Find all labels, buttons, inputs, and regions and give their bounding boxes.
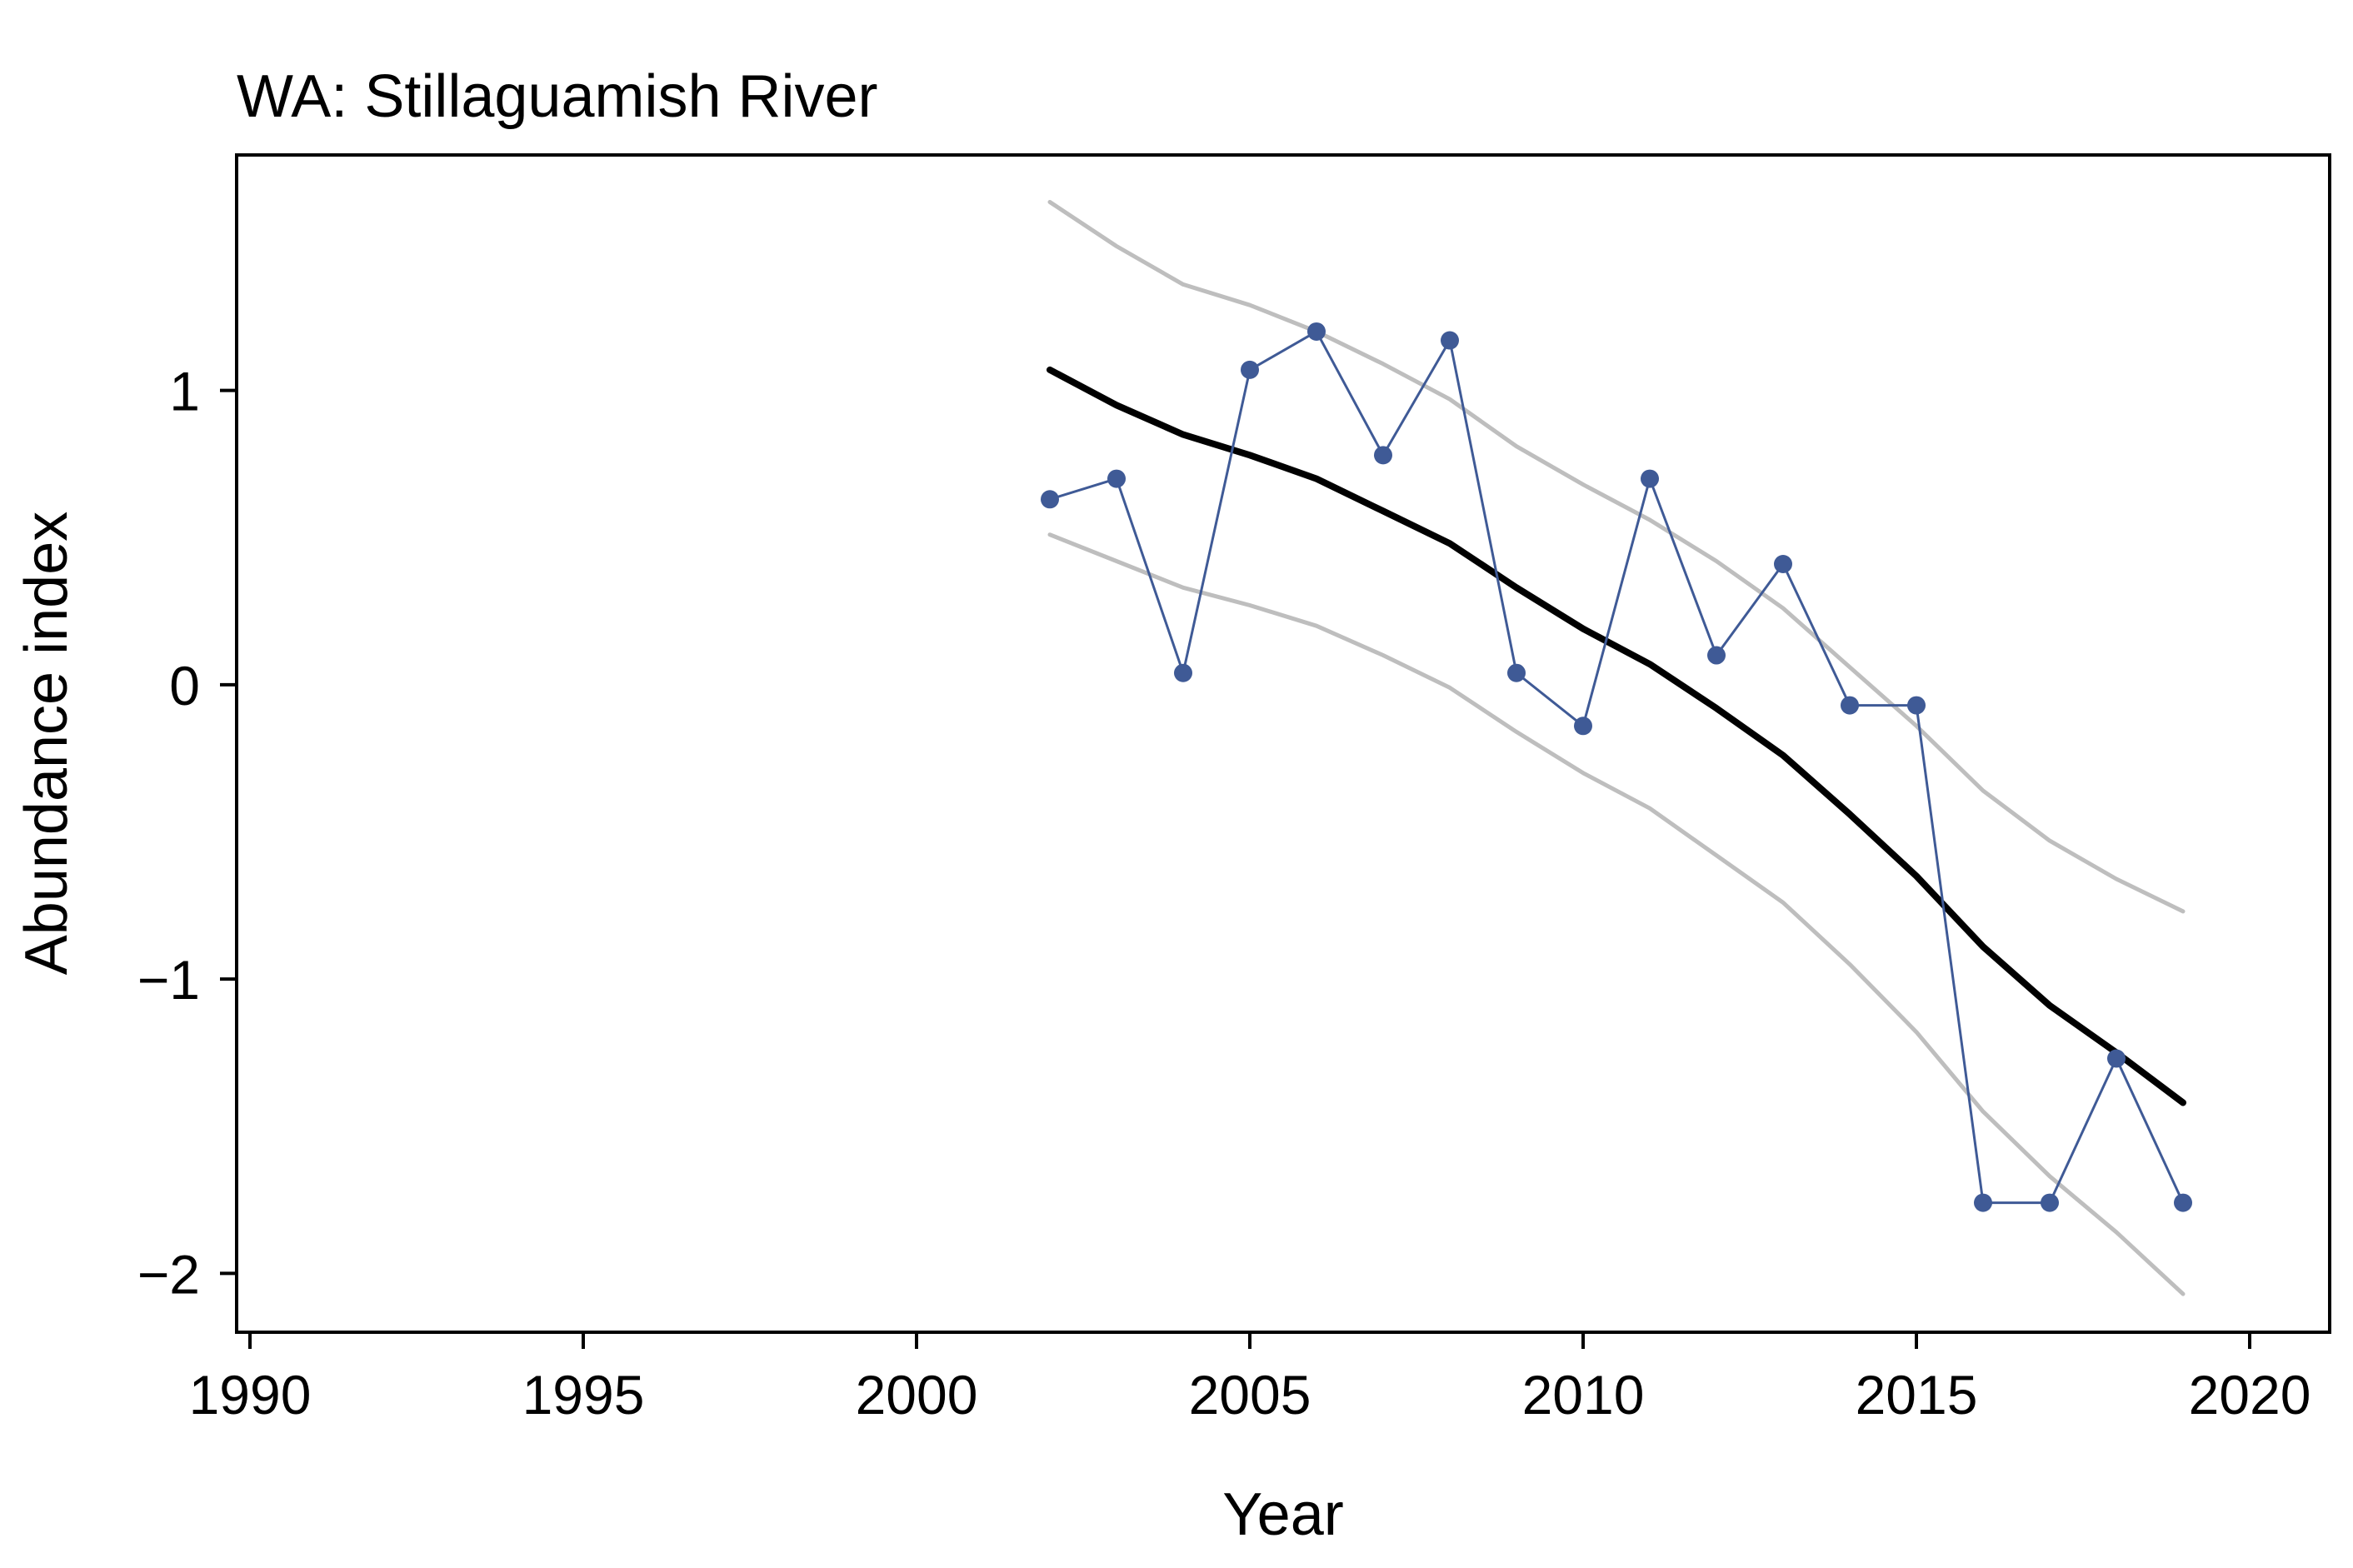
interval-upper-line [1047,200,2186,914]
observed-point [1507,663,1526,682]
observed-point [1374,446,1392,465]
observed-point [1441,331,1459,350]
y-axis: −2 −1 0 1 [137,361,237,1305]
x-tick-label: 2005 [1189,1364,1311,1426]
x-axis: 1990 1995 2000 2005 2010 2015 2020 [189,1331,2311,1426]
observed-point [2107,1049,2126,1068]
observed-point [1107,469,1126,488]
observed-point [1774,555,1792,574]
x-axis-label: Year [1222,1481,1343,1548]
observed-point [2174,1193,2192,1212]
x-tick-label: 2000 [856,1364,978,1426]
chart-title: WA: Stillaguamish River [237,63,878,130]
plot-area-frame [235,153,2331,1334]
observed-point [1041,490,1059,509]
observed-point [1841,696,1859,715]
observed-point [1907,696,1926,715]
observed-point [1241,360,1259,379]
y-axis-label: Abundance index [13,512,80,975]
y-tick-label: 1 [169,361,200,422]
y-tick-label: −2 [137,1243,200,1305]
observed-point [1641,469,1659,488]
x-tick-label: 1995 [522,1364,645,1426]
observed-point [1307,322,1326,341]
observed-point [1974,1193,1992,1212]
observed-point [2041,1193,2059,1212]
observed-point [1707,646,1726,665]
trend-line [1047,366,2186,1106]
series-layer [1041,200,2192,1296]
x-tick-label: 1990 [189,1364,312,1426]
observed-line [1048,330,2185,1205]
x-tick-label: 2010 [1522,1364,1645,1426]
x-tick-label: 2015 [1856,1364,1978,1426]
y-tick-label: 0 [169,655,200,717]
x-tick-label: 2020 [2189,1364,2311,1426]
observed-point [1574,717,1592,736]
y-tick-label: −1 [137,949,200,1011]
observed-point [1174,663,1192,682]
interval-lower-line [1047,532,2186,1296]
